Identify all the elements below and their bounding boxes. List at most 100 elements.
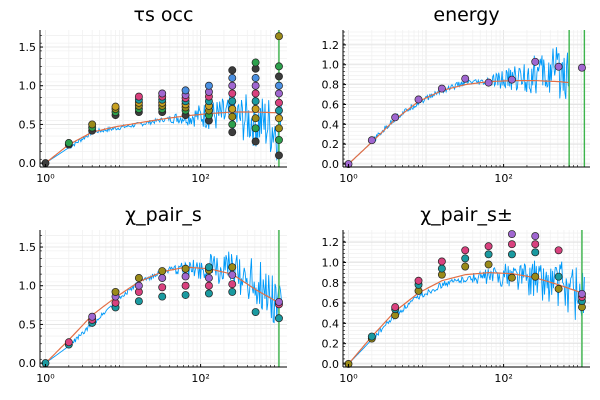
x-tick-label: 10²: [191, 172, 209, 185]
y-tick-label: 0.5: [19, 318, 37, 331]
scatter-point: [554, 272, 563, 281]
y-tick-label: 1.0: [322, 59, 340, 72]
y-tick-label: 0.0: [322, 358, 340, 371]
fit-curve-line: [348, 79, 570, 165]
scatter-point: [251, 81, 260, 90]
scatter-point: [158, 292, 167, 301]
scatter-point: [275, 62, 283, 71]
plot-panel-chi-pair-s: χ_pair_s 0.0 0.5 1.0 1.5 10⁰ 10²: [19, 204, 287, 385]
scatter-point: [275, 89, 283, 98]
scatter-point: [228, 66, 237, 75]
scatter-point: [111, 102, 120, 111]
scatter-point: [437, 84, 446, 93]
scatter-point: [461, 246, 470, 255]
scatter-point: [181, 272, 190, 281]
y-tick-label: 0.2: [322, 338, 340, 351]
scatter-point: [228, 112, 237, 121]
scatter-point: [275, 314, 283, 323]
plot-title: χ_pair_s±: [420, 204, 513, 226]
scatter-point: [275, 98, 283, 107]
scatter-point: [275, 32, 283, 41]
scatter-point: [111, 287, 120, 296]
plot-panel-chi-pair-s-pm: χ_pair_s± 0.0 0.2 0.4 0.6 0.8 1.0 1.2 10⁰ 10²: [322, 204, 590, 385]
scatter-point: [228, 287, 237, 296]
scatter-point: [507, 75, 516, 84]
scatter-point: [134, 281, 143, 290]
x-tick-label: 10⁰: [36, 172, 55, 185]
scatter-point: [251, 104, 260, 113]
plot-panel-tau-s-occ: τs occ 0.0 0.5 1.0 1.5 10⁰ 10²: [19, 4, 287, 185]
plot-title: τs occ: [134, 4, 194, 26]
scatter-point: [228, 81, 237, 90]
scatter-point: [251, 124, 260, 133]
scatter-point: [461, 262, 470, 271]
scatter-point: [228, 263, 237, 272]
scatter-point: [158, 89, 167, 98]
y-tick-label: 0.0: [19, 357, 37, 370]
scatter-point: [204, 281, 213, 290]
y-tick-label: 0.6: [322, 98, 340, 111]
scatter-point: [531, 240, 540, 249]
y-tick-label: 1.5: [19, 241, 37, 254]
scatter-point: [391, 113, 400, 122]
scatter-point: [204, 81, 213, 90]
y-tick-label: 0.4: [322, 317, 340, 330]
scatter-point: [507, 273, 516, 282]
scatter-point: [554, 284, 563, 293]
scatter-point: [275, 135, 283, 144]
fit-curve-line: [45, 111, 279, 164]
grid: [343, 30, 590, 168]
scatter-point: [228, 104, 237, 113]
scatter-point: [251, 89, 260, 98]
x-tick-label: 10²: [191, 372, 209, 385]
scatter-point: [484, 250, 493, 259]
plot-title: energy: [433, 4, 499, 26]
scatter-point: [134, 274, 143, 282]
scatter-point: [367, 332, 376, 341]
scatter-point: [275, 72, 283, 81]
scatter-point: [531, 57, 540, 66]
scatter-point: [414, 276, 423, 285]
scatter-point: [134, 297, 143, 306]
scatter-point: [391, 303, 400, 312]
scatter-point: [204, 274, 213, 282]
scatter-point: [507, 230, 516, 239]
scatter-point: [275, 124, 283, 133]
noisy-series-line: [348, 47, 570, 165]
scatter-point: [181, 86, 190, 95]
y-tick-label: 0.6: [322, 297, 340, 310]
y-tick-label: 0.0: [322, 158, 340, 171]
scatter-point: [181, 264, 190, 273]
scatter-point: [275, 114, 283, 123]
scatter-point: [228, 280, 237, 289]
scatter-point: [275, 106, 283, 115]
scatter-point: [531, 248, 540, 257]
y-tick-label: 1.2: [322, 236, 340, 249]
scatter-point: [158, 267, 167, 275]
scatter-point: [228, 74, 237, 82]
y-tick-label: 1.0: [19, 280, 37, 293]
x-tick-label: 10⁰: [339, 372, 358, 385]
scatter-point: [228, 120, 237, 129]
scatter-point: [437, 264, 446, 273]
x-tick-label: 10⁰: [36, 372, 55, 385]
scatter-point: [414, 95, 423, 104]
scatter-point: [484, 242, 493, 251]
scatter-point: [64, 139, 73, 147]
scatter-point: [275, 151, 283, 160]
scatter-point: [251, 114, 260, 123]
scatter-point: [461, 74, 470, 83]
scatter-points: [41, 263, 283, 368]
scatter-point: [158, 274, 167, 282]
scatter-point: [484, 78, 493, 87]
scatter-point: [181, 291, 190, 299]
scatter-point: [228, 89, 237, 98]
scatter-point: [251, 137, 260, 146]
scatter-point: [88, 312, 97, 321]
scatter-point: [88, 120, 97, 129]
scatter-point: [181, 281, 190, 290]
scatter-point: [367, 136, 376, 145]
scatter-point: [228, 128, 237, 137]
scatter-point: [228, 270, 237, 279]
scatter-point: [275, 298, 283, 306]
